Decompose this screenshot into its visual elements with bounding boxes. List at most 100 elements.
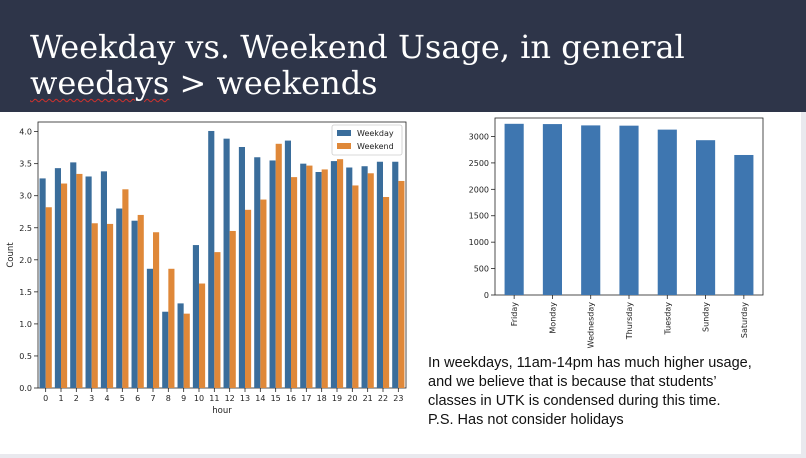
x-tick-label: 10	[194, 394, 204, 403]
weekend-bar	[275, 143, 282, 388]
weekday-bar	[346, 167, 353, 388]
weekday-bar	[131, 220, 138, 388]
x-tick-label: 20	[347, 394, 357, 403]
weekday-bar	[177, 303, 184, 388]
day-bar	[619, 125, 639, 295]
caption-line: In weekdays, 11am-14pm has much higher u…	[428, 355, 752, 371]
weekday-bar	[223, 138, 230, 388]
y-axis-label: Count	[6, 242, 16, 268]
y-tick-label: 1.0	[19, 320, 32, 329]
x-tick-label: 0	[43, 394, 48, 403]
slide-edge-bottom	[0, 454, 806, 458]
hourly-usage-chart: 0.0 0.5 1.0 1.5 2.0 2.5 3.0 3.5 4.0 0 1 2 3 4 5 6 7 8 9 10 1…	[0, 112, 420, 418]
x-tick-label: Tuesday	[663, 302, 672, 336]
weekday-bar	[376, 161, 383, 388]
hourly-usage-chart-svg: 0.00.51.01.52.02.53.03.54.00 1 2 3 4 5 6 7 8 9 10 1…	[6, 121, 407, 416]
caption-line: and we believe that is because that stud…	[428, 374, 717, 390]
weekend-bar	[45, 207, 52, 388]
legend: Weekday Weekend	[331, 124, 403, 156]
x-tick-label: 23	[393, 394, 403, 403]
y-tick-label: 2.5	[19, 224, 32, 233]
caption-line: classes in UTK is condensed during this …	[428, 393, 721, 409]
x-tick-label: 13	[240, 394, 250, 403]
weekday-bar	[284, 140, 291, 388]
x-tick-label: 18	[317, 394, 327, 403]
weekday-bar	[208, 130, 215, 388]
weekend-bar	[306, 165, 313, 388]
x-axis-label: hour	[212, 406, 232, 416]
slide-edge-right	[801, 112, 806, 458]
x-tick-label: 19	[332, 394, 342, 403]
weekday-bar	[70, 162, 77, 388]
y-tick-label: 0	[484, 291, 489, 300]
day-bar	[542, 124, 562, 296]
weekend-bar	[352, 185, 359, 388]
x-tick-label: 17	[301, 394, 311, 403]
plot-frame	[37, 121, 407, 389]
title-line-2-rest: > weekends	[169, 64, 378, 102]
legend-label: Weekend	[357, 142, 394, 151]
slide-title-line-2: weedays > weekends	[30, 64, 378, 102]
y-tick-label: 1.5	[19, 288, 32, 297]
weekday-bar	[392, 161, 399, 388]
weekend-bar	[337, 159, 344, 388]
weekday-bar	[54, 168, 61, 388]
y-tick-label: 1500	[469, 212, 489, 221]
weekday-bar	[361, 166, 368, 388]
y-tick-label: 3.0	[19, 192, 32, 201]
weekend-bar	[107, 223, 114, 388]
x-tick-label: 1	[58, 394, 63, 403]
day-bar	[734, 154, 754, 295]
x-tick-label: 12	[225, 394, 235, 403]
day-bar	[657, 129, 677, 295]
x-tick-label: 7	[150, 394, 155, 403]
weekend-bar	[321, 169, 328, 388]
day-bar	[581, 125, 601, 295]
weekend-bar	[76, 173, 83, 388]
weekend-bar	[398, 180, 405, 388]
x-tick-label: Sunday	[702, 302, 711, 332]
x-tick-label: 9	[181, 394, 186, 403]
legend-swatch-weekend	[337, 143, 351, 149]
weekday-bar	[330, 161, 337, 388]
x-tick-label: Saturday	[740, 302, 749, 338]
weekday-bar	[39, 178, 46, 388]
x-tick-label: 3	[89, 394, 94, 403]
x-tick-label: 4	[104, 394, 109, 403]
weekday-bar	[269, 160, 276, 388]
x-tick-label: 8	[166, 394, 171, 403]
x-tick-label: 5	[120, 394, 125, 403]
weekend-bar	[291, 177, 298, 388]
weekend-bar	[168, 268, 175, 388]
y-tick-label: 0.5	[19, 352, 32, 361]
weekend-bar	[383, 196, 390, 388]
weekend-bar	[153, 232, 160, 388]
weekend-bar	[367, 173, 374, 388]
weekday-usage-chart-svg: 0 500 1000 1500 2000 2500 3000 Friday Monday Wedn…	[469, 117, 764, 349]
weekend-bar	[229, 230, 236, 388]
weekday-bar	[315, 171, 322, 388]
y-tick-label: 2000	[469, 185, 489, 194]
y-tick-label: 2.0	[19, 256, 32, 265]
x-tick-label: 6	[135, 394, 140, 403]
slide-title-line-1: Weekday vs. Weekend Usage, in general	[30, 28, 685, 66]
x-tick-label: Thursday	[625, 302, 634, 340]
legend-label: Weekday	[357, 129, 394, 138]
weekday-bar	[146, 268, 153, 388]
x-tick-label: 22	[378, 394, 388, 403]
y-tick-label: 3.5	[19, 160, 32, 169]
weekend-bar	[61, 183, 68, 388]
y-tick-label: 2500	[469, 159, 489, 168]
day-bar	[696, 140, 716, 295]
weekday-bar	[162, 311, 169, 388]
weekday-bar	[192, 245, 199, 388]
x-tick-label: Monday	[548, 302, 557, 334]
x-tick-label: Wednesday	[587, 302, 596, 349]
y-tick-label: 3000	[469, 132, 489, 141]
weekend-bar	[122, 189, 129, 388]
x-tick-label: 15	[271, 394, 281, 403]
y-tick-label: 1000	[469, 238, 489, 247]
y-tick-label: 0.0	[19, 384, 32, 393]
weekend-bar	[137, 214, 144, 388]
